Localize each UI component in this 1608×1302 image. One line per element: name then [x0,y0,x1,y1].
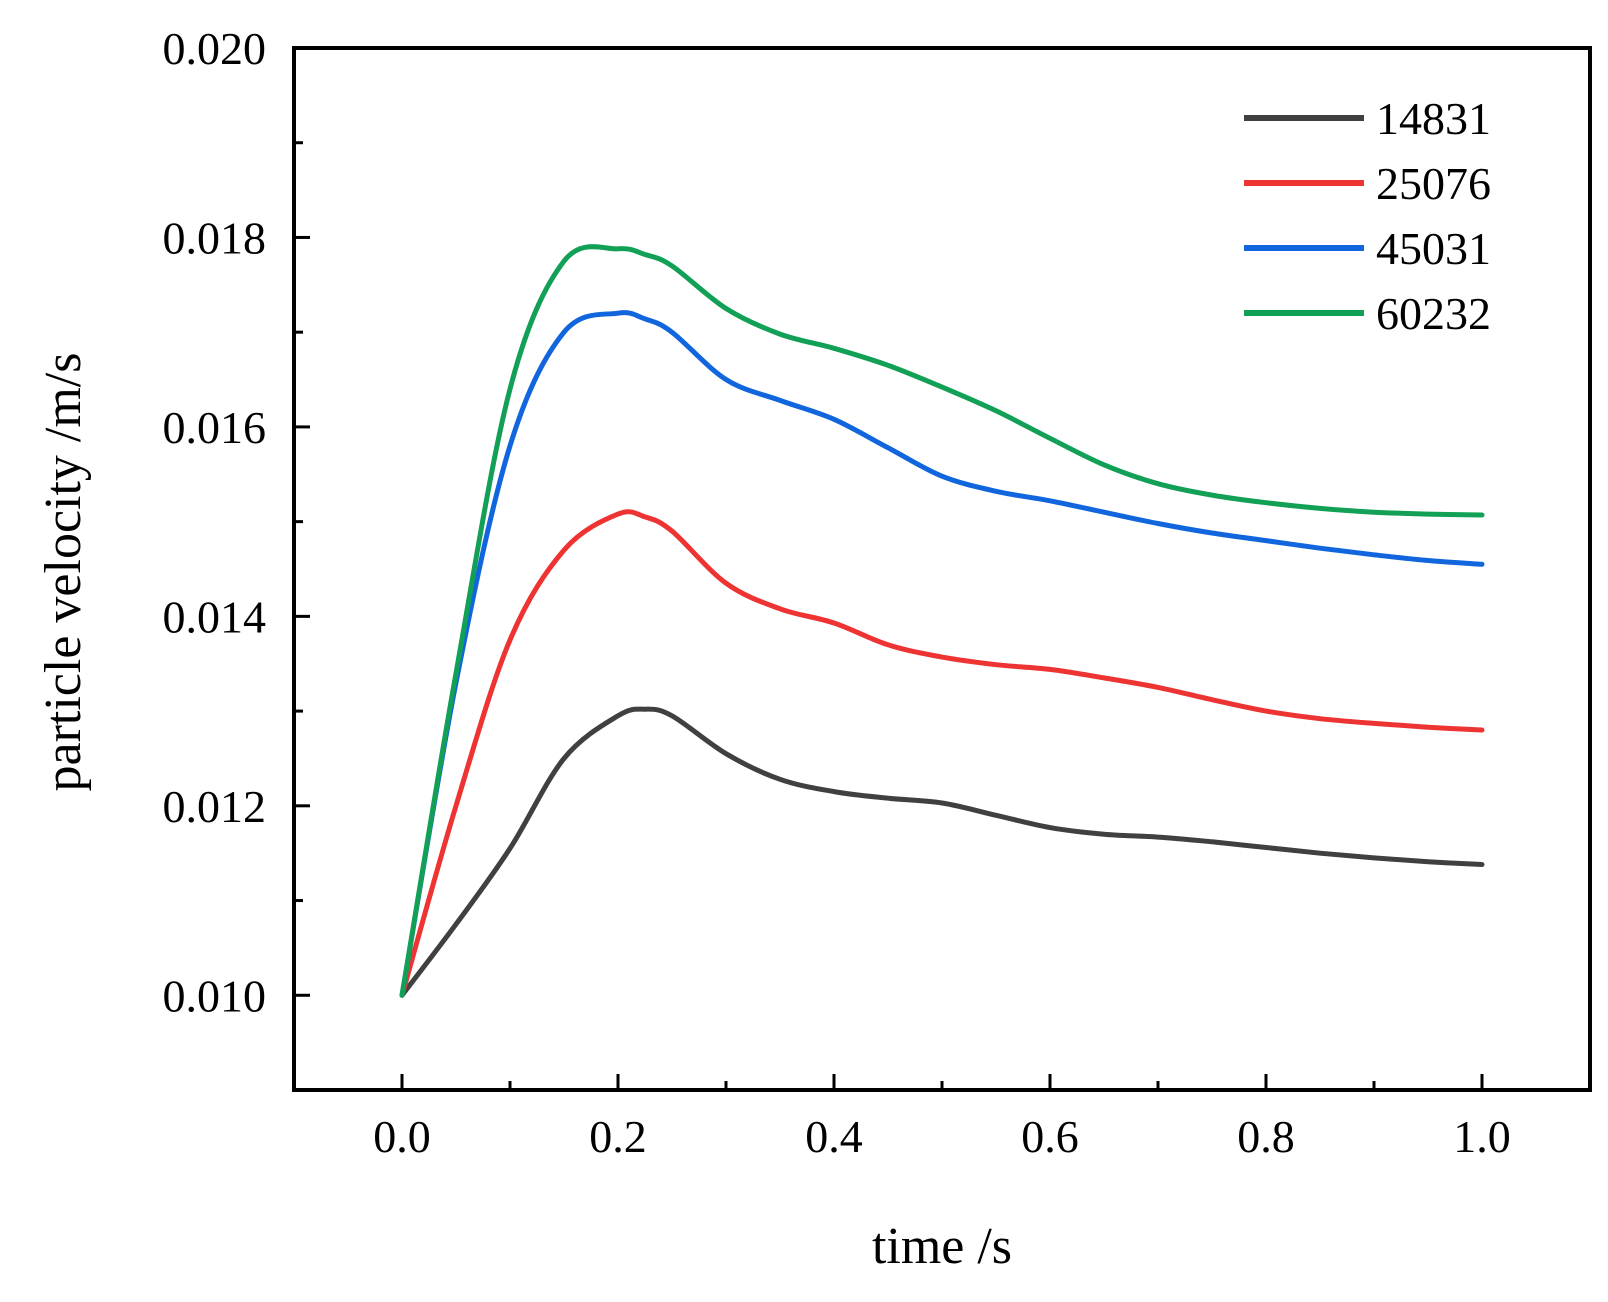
series-line-25076 [399,509,1485,998]
x-tick-label: 0.6 [1021,1111,1079,1162]
series-line-60232 [399,244,1485,998]
y-tick-label: 0.020 [163,23,267,74]
legend-label-25076: 25076 [1376,158,1491,209]
x-tick-label: 0.0 [373,1111,431,1162]
x-tick-label: 1.0 [1453,1111,1511,1162]
legend-label-14831: 14831 [1376,93,1491,144]
series-line-45031 [399,310,1485,998]
legend-label-45031: 45031 [1376,223,1491,274]
y-axis: 0.010 0.012 0.014 0.016 0.018 0.020 [163,23,310,1021]
x-axis: 0.0 0.2 0.4 0.6 0.8 1.0 [373,1074,1511,1162]
series-lines [399,244,1485,998]
x-tick-label: 0.4 [805,1111,863,1162]
y-axis-title: particle velocity /m/s [35,353,92,792]
legend: 14831 25076 45031 60232 [1244,93,1491,339]
series-line-14831 [399,706,1485,998]
y-tick-label: 0.016 [163,402,267,453]
y-tick-label: 0.010 [163,970,267,1021]
legend-label-60232: 60232 [1376,288,1491,339]
x-tick-label: 0.8 [1237,1111,1295,1162]
y-tick-label: 0.014 [163,591,267,642]
x-tick-label: 0.2 [589,1111,647,1162]
y-tick-label: 0.018 [163,212,267,263]
x-axis-title: time /s [872,1218,1012,1275]
y-tick-label: 0.012 [163,781,267,832]
